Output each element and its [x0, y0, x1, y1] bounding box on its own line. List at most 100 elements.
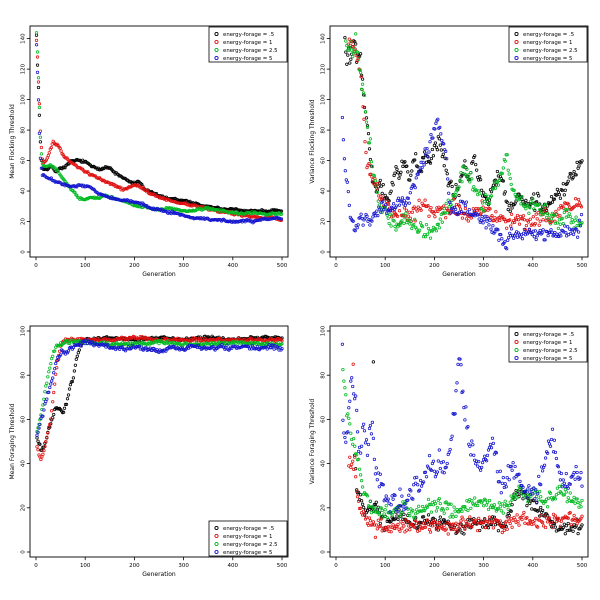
data-point [564, 524, 568, 528]
data-point [49, 361, 53, 366]
data-point [447, 502, 451, 506]
data-point [549, 217, 554, 221]
data-point [540, 231, 544, 235]
data-point [509, 182, 513, 187]
y-tick-label: 60 [321, 415, 327, 422]
data-point [438, 143, 442, 147]
data-point [568, 528, 572, 532]
legend-label: energy-forage = 1 [223, 534, 272, 540]
data-point [424, 475, 429, 479]
data-point [527, 211, 531, 215]
data-point [556, 465, 561, 469]
data-point [578, 476, 582, 480]
data-point [347, 416, 351, 421]
data-point [68, 383, 73, 387]
data-point [408, 514, 412, 518]
data-point [527, 227, 532, 231]
data-point [450, 434, 454, 438]
y-tick-label: 80 [21, 371, 27, 378]
data-point [524, 198, 528, 203]
data-point [362, 93, 367, 98]
data-point [501, 475, 505, 480]
data-point [532, 522, 536, 526]
data-point [354, 53, 358, 57]
data-point [359, 87, 364, 91]
data-point [521, 513, 525, 518]
data-point [423, 198, 427, 202]
data-point [537, 194, 541, 198]
data-point [562, 210, 566, 215]
data-point [567, 202, 571, 207]
data-point [552, 197, 557, 201]
data-point [391, 202, 396, 206]
legend-label: energy-forage = 5 [523, 356, 572, 362]
data-point [346, 412, 350, 416]
data-point [553, 450, 558, 455]
data-point [51, 354, 55, 358]
data-point [370, 164, 375, 169]
data-point [385, 516, 389, 520]
data-point [280, 339, 284, 343]
data-point [360, 502, 365, 506]
data-point [389, 224, 393, 228]
data-point [398, 529, 402, 533]
data-point [548, 444, 553, 448]
data-point [539, 505, 543, 510]
x-tick-label: 400 [528, 263, 539, 269]
data-point [428, 140, 432, 144]
data-point [492, 218, 496, 223]
data-point [496, 506, 501, 511]
data-point [67, 341, 72, 346]
data-point [451, 515, 455, 519]
data-point [47, 151, 51, 155]
data-point [566, 486, 570, 490]
data-point [528, 206, 532, 210]
data-point [435, 505, 440, 510]
data-point [381, 182, 385, 187]
data-point [439, 132, 443, 136]
data-point [538, 228, 542, 233]
data-point [547, 213, 552, 217]
data-point [353, 229, 357, 233]
data-point [449, 502, 453, 506]
data-point [393, 171, 397, 175]
data-point [433, 141, 438, 145]
data-point [279, 209, 284, 213]
data-point [437, 496, 441, 501]
data-point [357, 467, 362, 471]
data-point [575, 235, 580, 239]
data-point [540, 508, 545, 513]
data-point [522, 218, 527, 222]
data-point [385, 211, 389, 216]
data-point [454, 514, 458, 518]
data-point [42, 448, 46, 453]
data-point [440, 220, 444, 224]
data-point [509, 234, 513, 238]
data-point [45, 397, 49, 401]
data-point [358, 506, 363, 510]
data-point [64, 402, 69, 407]
data-point [476, 213, 480, 217]
data-point [547, 516, 552, 520]
data-point [445, 211, 449, 215]
data-point [488, 207, 492, 211]
legend-marker-icon [214, 39, 219, 45]
data-point [433, 501, 438, 506]
data-point [573, 218, 577, 223]
data-point [414, 176, 418, 180]
data-point [545, 204, 550, 208]
data-point [343, 386, 347, 390]
data-point [365, 125, 370, 130]
data-point [368, 137, 373, 141]
data-point [509, 464, 513, 469]
data-point [350, 376, 354, 380]
chart-mean-foraging-threshold: 0 100 200 300 400 500 0 20 40 60 80 100 Generation Me… [9, 325, 289, 578]
data-point [571, 499, 575, 504]
data-point [538, 219, 542, 223]
data-point [474, 162, 478, 167]
data-point [494, 183, 499, 187]
data-point [536, 492, 540, 496]
data-point [506, 516, 510, 520]
data-point [574, 173, 578, 177]
data-point [520, 194, 524, 199]
